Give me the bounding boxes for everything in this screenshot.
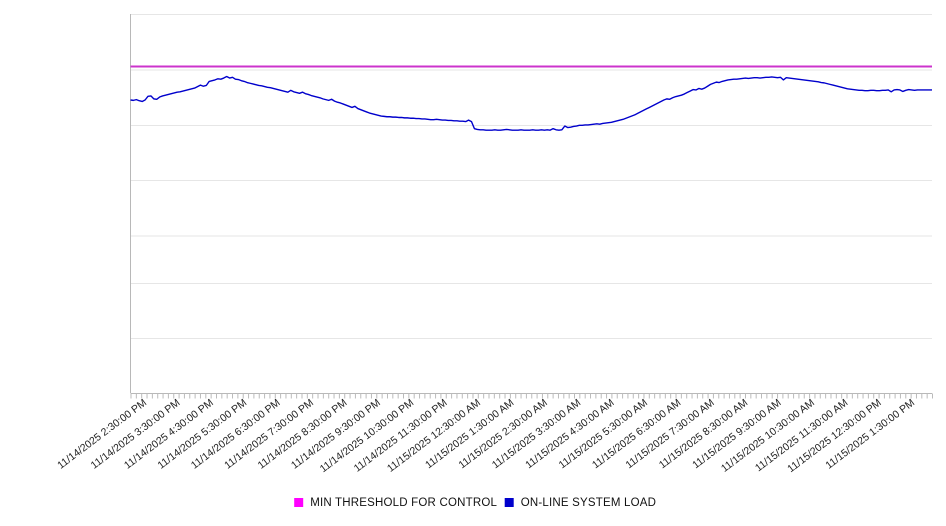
legend-swatch bbox=[504, 498, 514, 507]
series-group bbox=[130, 65, 932, 131]
legend-swatch bbox=[294, 498, 304, 507]
x-axis-ticks bbox=[130, 393, 933, 399]
axes-group bbox=[130, 14, 932, 394]
gridlines-group bbox=[130, 14, 932, 394]
chart-legend: MIN THRESHOLD FOR CONTROL ON-LINE SYSTEM … bbox=[294, 497, 656, 509]
legend-label: MIN THRESHOLD FOR CONTROL bbox=[310, 497, 497, 509]
legend-label: ON-LINE SYSTEM LOAD bbox=[521, 497, 656, 509]
series-line-on-line-system-load bbox=[130, 75, 932, 131]
